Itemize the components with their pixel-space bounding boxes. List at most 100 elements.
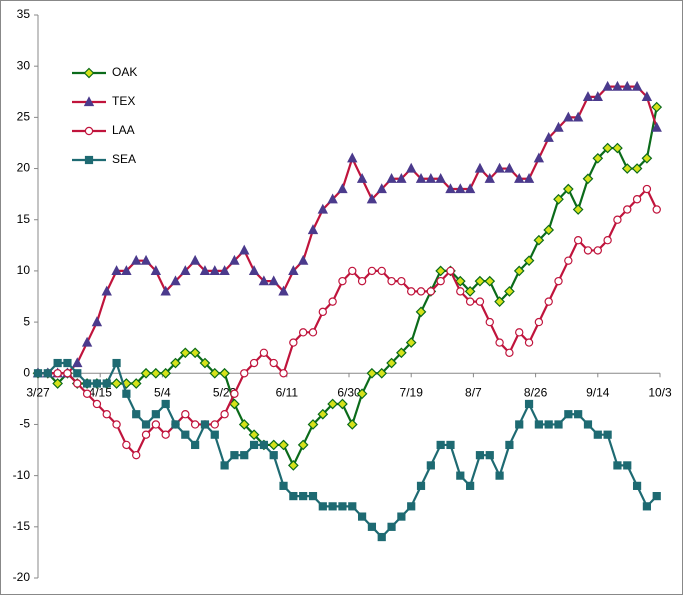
x-tick-label: 10/3 [648,385,672,399]
marker [52,378,63,389]
marker [631,163,643,174]
marker [475,451,485,460]
marker [387,276,396,286]
marker [456,287,465,296]
marker [612,80,623,91]
marker [83,67,95,79]
marker [53,369,62,378]
marker [366,367,378,379]
marker [53,358,62,368]
marker [210,430,219,439]
marker [278,439,289,451]
marker [623,205,632,214]
marker [396,172,407,183]
marker [573,235,583,245]
marker [238,419,250,430]
marker [318,307,328,317]
marker [356,172,368,183]
y-tick-label: 0 [23,365,30,379]
marker [180,265,191,276]
marker [455,183,466,194]
marker [297,439,309,451]
marker [544,297,553,306]
marker [160,285,171,296]
marker [485,451,494,460]
marker [562,183,574,195]
marker [248,265,260,276]
legend-label: LAA [112,123,135,137]
x-tick-label: 6/30 [337,385,361,399]
marker [454,275,466,287]
y-tick-label: 5 [23,314,30,328]
marker [83,379,92,388]
marker [465,297,475,306]
marker [63,358,72,368]
x-tick-label: 3/27 [26,385,50,399]
x-tick-label: 5/4 [154,385,171,399]
marker [338,276,347,286]
marker [348,502,357,511]
marker [259,348,269,357]
marker [651,121,662,132]
marker [240,451,249,460]
marker [328,297,337,306]
marker [514,172,525,183]
legend-label: SEA [112,152,136,166]
marker [641,91,653,101]
marker [632,195,642,204]
marker [613,215,622,224]
marker [307,419,319,430]
marker [534,420,543,429]
legend-label: OAK [112,65,137,79]
marker [515,420,524,429]
marker [464,183,476,194]
marker [543,132,554,142]
marker [348,266,357,276]
marker [298,328,308,337]
y-tick-label: 25 [17,110,31,124]
marker [132,450,141,460]
marker [436,276,445,286]
y-tick-label: -15 [13,519,31,533]
x-tick-label: 6/11 [276,385,299,399]
marker [249,358,259,368]
marker [426,461,435,470]
marker [504,286,515,297]
marker [505,440,514,450]
marker [603,235,612,245]
marker [230,389,239,398]
marker [513,265,525,277]
marker [376,183,387,194]
marker [102,410,111,419]
marker [415,306,427,318]
marker [523,255,535,267]
marker [229,254,240,265]
series [32,80,662,378]
marker [572,204,584,215]
marker [318,502,327,511]
marker [141,430,151,439]
marker [111,378,122,389]
marker [357,276,367,286]
marker [602,142,613,154]
marker [189,254,201,265]
marker [622,80,633,91]
marker [33,369,43,378]
marker [151,420,161,429]
marker [140,254,152,265]
y-tick-label: 30 [17,58,31,72]
marker [220,410,229,419]
marker [533,234,545,246]
marker [171,420,180,429]
marker [209,265,220,276]
marker [642,502,652,511]
marker [641,152,653,164]
marker [495,471,504,480]
marker [269,358,278,368]
marker [92,379,102,388]
marker [81,336,93,347]
series-line [38,85,658,375]
marker [82,389,92,398]
marker [160,367,172,379]
marker [446,266,455,276]
